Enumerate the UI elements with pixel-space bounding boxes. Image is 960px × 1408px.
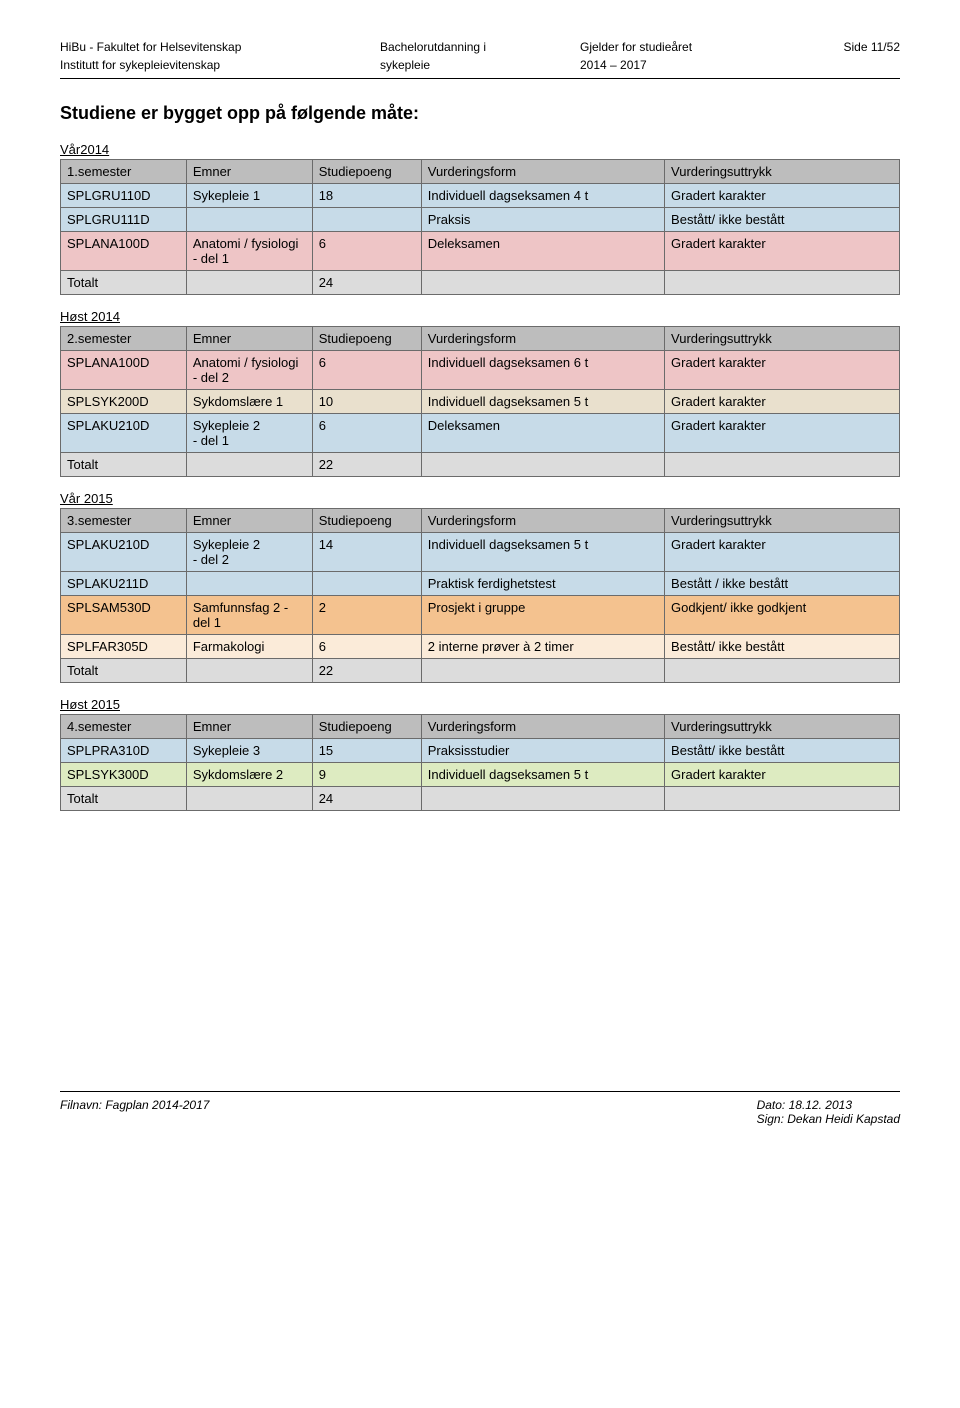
table-row: SPLGRU111D Praksis Bestått/ ikke bestått: [61, 208, 900, 232]
col-sp: Studiepoeng: [312, 160, 421, 184]
table-row: SPLSAM530D Samfunnsfag 2 - del 1 2 Prosj…: [61, 596, 900, 635]
table-total-row: Totalt 24: [61, 271, 900, 295]
sem4-table: 4.semester Emner Studiepoeng Vurderingsf…: [60, 714, 900, 811]
table-row: SPLFAR305D Farmakologi 6 2 interne prøve…: [61, 635, 900, 659]
table-row: SPLSYK300D Sykdomslære 2 9 Individuell d…: [61, 763, 900, 787]
col-emner: Emner: [186, 160, 312, 184]
col-vu: Vurderingsuttrykk: [665, 160, 900, 184]
table-total-row: Totalt 22: [61, 453, 900, 477]
table-total-row: Totalt 24: [61, 787, 900, 811]
header-left-2: Institutt for sykepleievitenskap: [60, 58, 380, 72]
doc-footer: Filnavn: Fagplan 2014-2017 Dato: 18.12. …: [60, 1098, 900, 1126]
header-r1-2: 2014 – 2017: [580, 58, 780, 72]
table-header-row: 4.semester Emner Studiepoeng Vurderingsf…: [61, 715, 900, 739]
col-vf: Vurderingsform: [421, 160, 664, 184]
footer-divider: [60, 1091, 900, 1092]
doc-header-line1: HiBu - Fakultet for Helsevitenskap Bache…: [60, 40, 900, 54]
page-title: Studiene er bygget opp på følgende måte:: [60, 103, 900, 124]
table-row: SPLSYK200D Sykdomslære 1 10 Individuell …: [61, 390, 900, 414]
sem2-label: Høst 2014: [60, 309, 900, 324]
sem-name-cell: 1.semester: [61, 160, 187, 184]
table-row: SPLPRA310D Sykepleie 3 15 Praksisstudier…: [61, 739, 900, 763]
table-row: SPLAKU210D Sykepleie 2 - del 1 6 Deleksa…: [61, 414, 900, 453]
footer-left: Filnavn: Fagplan 2014-2017: [60, 1098, 209, 1126]
table-row: SPLAKU211D Praktisk ferdighetstest Bestå…: [61, 572, 900, 596]
table-row: SPLANA100D Anatomi / fysiologi - del 2 6…: [61, 351, 900, 390]
header-divider: [60, 78, 900, 79]
header-left-1: HiBu - Fakultet for Helsevitenskap: [60, 40, 380, 54]
header-r1-1: Gjelder for studieåret: [580, 40, 780, 54]
table-row: SPLGRU110D Sykepleie 1 18 Individuell da…: [61, 184, 900, 208]
sem1-table: 1.semester Emner Studiepoeng Vurderingsf…: [60, 159, 900, 295]
header-mid-2: sykepleie: [380, 58, 580, 72]
sem4-label: Høst 2015: [60, 697, 900, 712]
sem2-table: 2.semester Emner Studiepoeng Vurderingsf…: [60, 326, 900, 477]
sem3-label: Vår 2015: [60, 491, 900, 506]
table-row: SPLANA100D Anatomi / fysiologi - del 1 6…: [61, 232, 900, 271]
footer-sign: Sign: Dekan Heidi Kapstad: [757, 1112, 900, 1126]
doc-header-line2: Institutt for sykepleievitenskap sykeple…: [60, 58, 900, 72]
table-header-row: 2.semester Emner Studiepoeng Vurderingsf…: [61, 327, 900, 351]
footer-date: Dato: 18.12. 2013: [757, 1098, 900, 1112]
sem3-table: 3.semester Emner Studiepoeng Vurderingsf…: [60, 508, 900, 683]
table-header-row: 3.semester Emner Studiepoeng Vurderingsf…: [61, 509, 900, 533]
sem1-label: Vår2014: [60, 142, 900, 157]
table-row: SPLAKU210D Sykepleie 2 - del 2 14 Indivi…: [61, 533, 900, 572]
header-mid-1: Bachelorutdanning i: [380, 40, 580, 54]
table-total-row: Totalt 22: [61, 659, 900, 683]
header-r2-1: Side 11/52: [780, 40, 900, 54]
table-header-row: 1.semester Emner Studiepoeng Vurderingsf…: [61, 160, 900, 184]
